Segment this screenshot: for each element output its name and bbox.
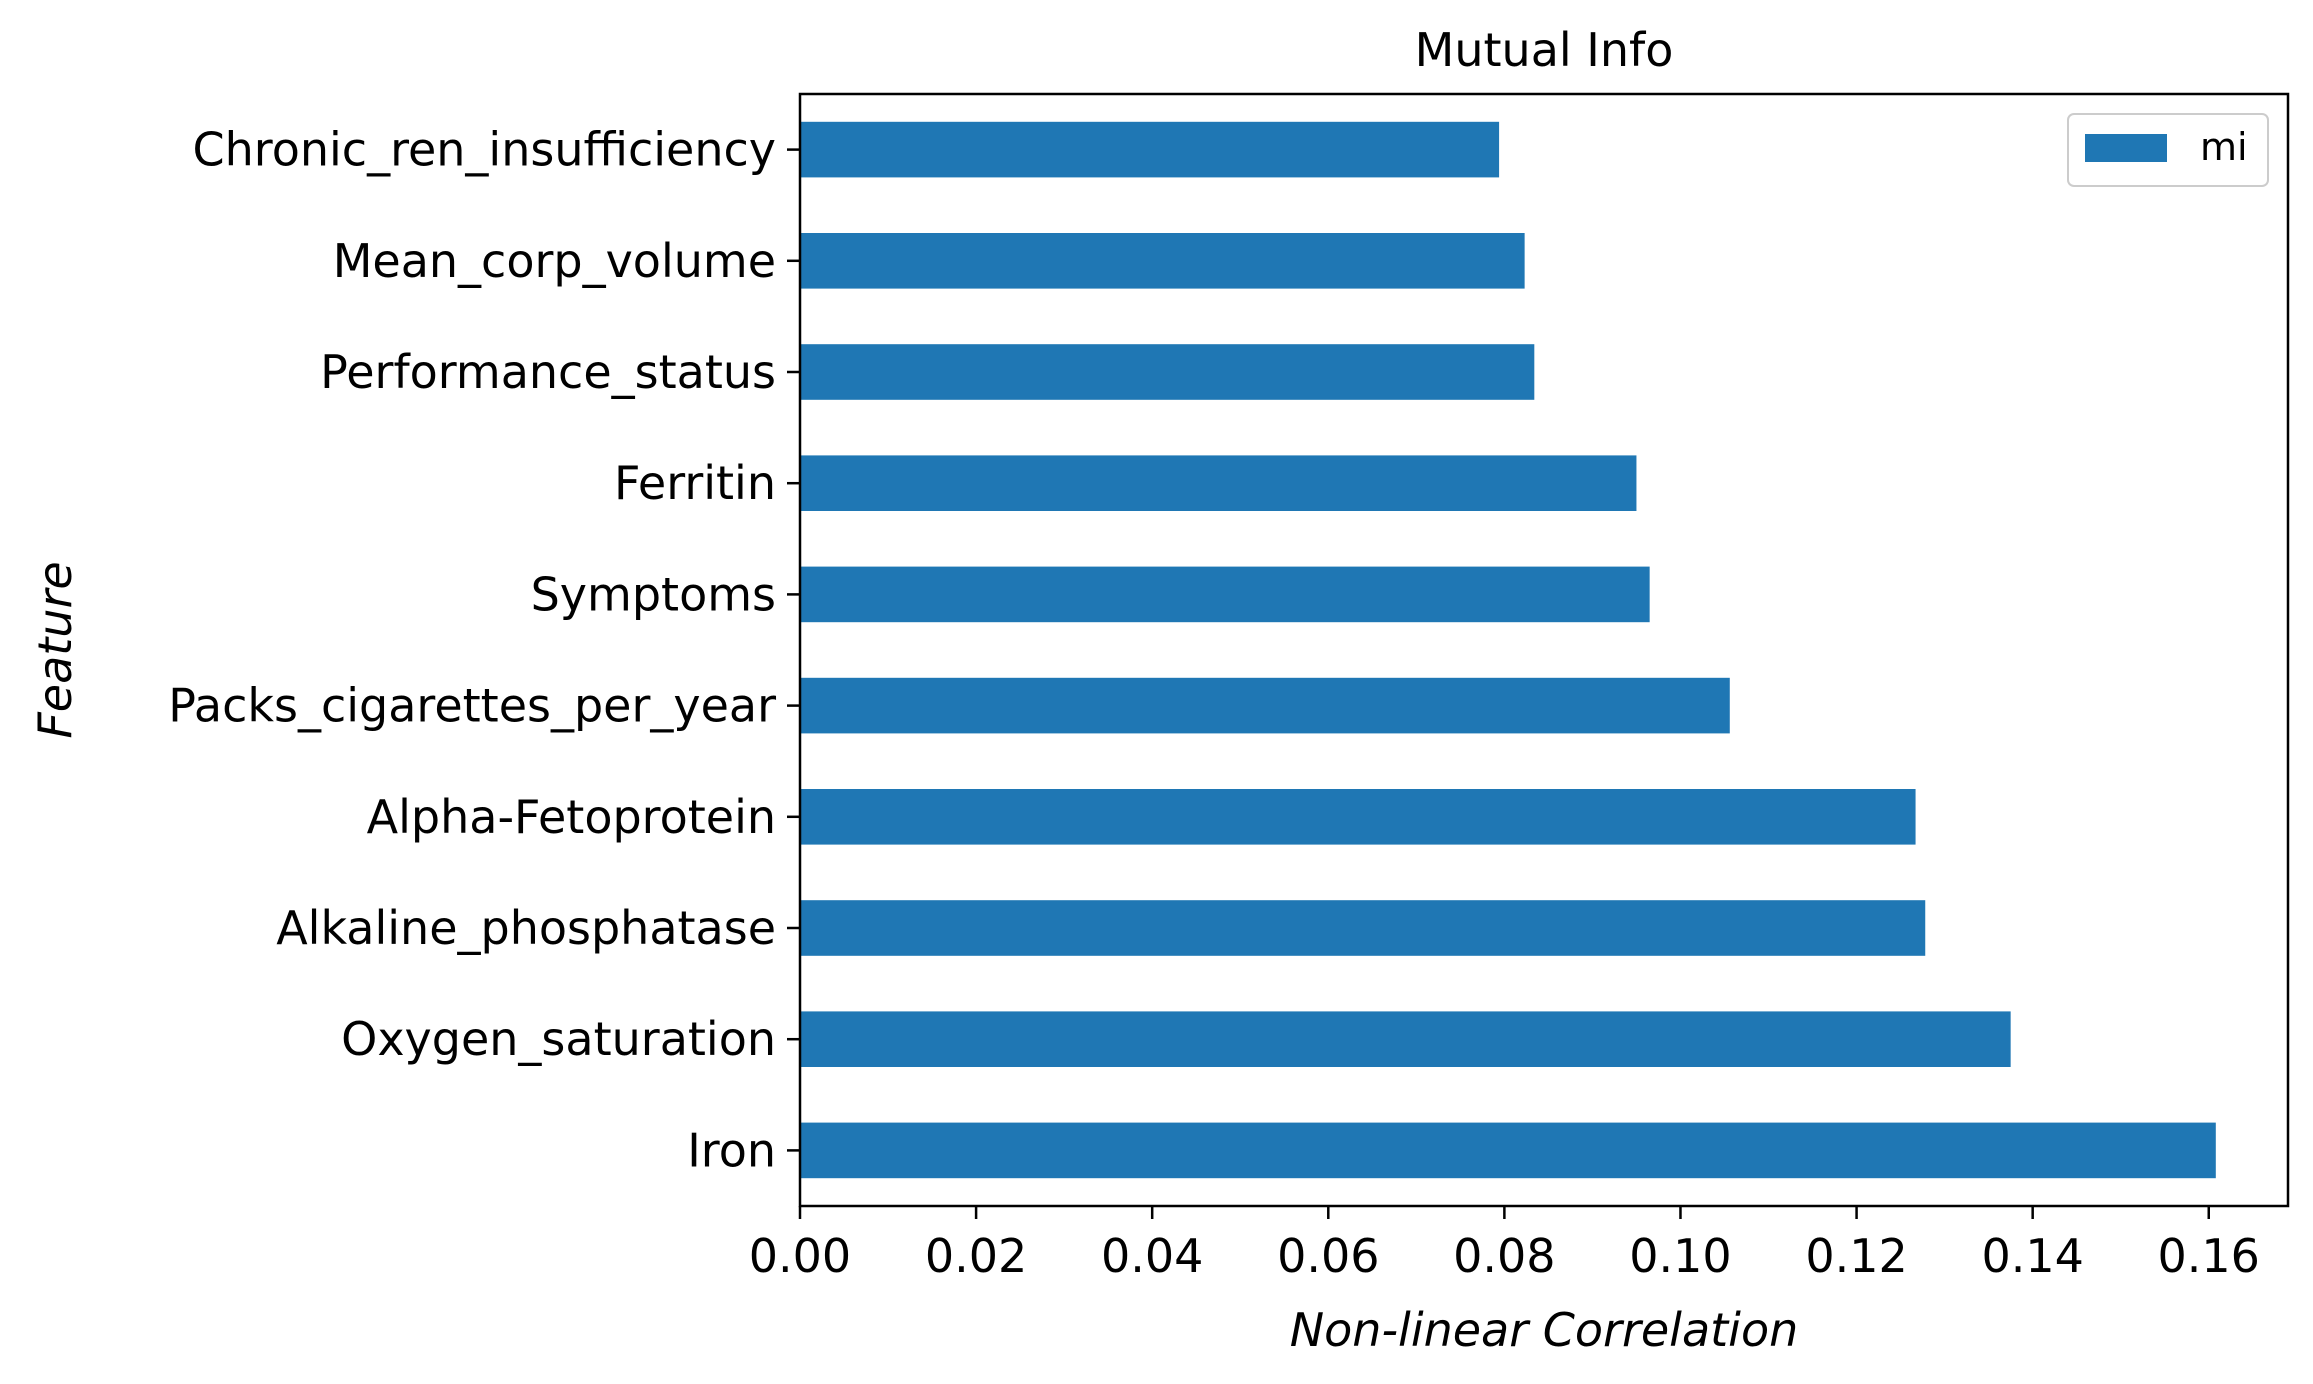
bar-packs-cigarettes-per-year: [800, 677, 1730, 734]
x-tick-label: 0.00: [749, 1229, 851, 1283]
y-tick-label-packs-cigarettes-per-year: Packs_cigarettes_per_year: [168, 679, 776, 733]
x-tick-label: 0.02: [925, 1229, 1027, 1283]
x-axis: 0.00 0.02 0.04 0.06 0.08 0.10 0.12 0.14 0.16: [749, 1206, 2260, 1283]
bar-alkaline-phosphatase: [800, 900, 1926, 956]
bars-group: [800, 121, 2216, 1179]
y-tick-label-chronic-ren-insufficiency: Chronic_ren_insufficiency: [193, 123, 776, 177]
y-axis: Chronic_ren_insufficiency Mean_corp_volum…: [168, 123, 800, 1177]
bar-symptoms: [800, 566, 1650, 623]
y-axis-title: Feature: [28, 561, 82, 738]
x-tick-label: 0.12: [1805, 1229, 1907, 1283]
bar-iron: [800, 1122, 2216, 1179]
x-tick-label: 0.16: [2158, 1229, 2260, 1283]
y-tick-label-iron: Iron: [687, 1123, 776, 1177]
y-tick-label-oxygen-saturation: Oxygen_saturation: [341, 1012, 776, 1066]
y-tick-label-mean-corp-volume: Mean_corp_volume: [333, 234, 776, 288]
legend-label-mi: mi: [2200, 125, 2248, 169]
y-tick-label-alpha-fetoprotein: Alpha-Fetoprotein: [367, 790, 776, 844]
x-tick-label: 0.08: [1453, 1229, 1555, 1283]
bar-oxygen-saturation: [800, 1011, 2011, 1067]
legend-frame: [2067, 113, 2269, 187]
y-tick-label-symptoms: Symptoms: [531, 567, 776, 621]
plot-frame: [798, 92, 2290, 1208]
bar-chronic-ren-insufficiency: [800, 121, 1500, 178]
chart-title: Mutual Info: [1415, 23, 1674, 77]
bar-alpha-fetoprotein: [800, 789, 1916, 845]
y-tick-label-ferritin: Ferritin: [614, 456, 776, 510]
x-tick-label: 0.04: [1101, 1229, 1203, 1283]
bar-performance-status: [800, 344, 1535, 400]
x-tick-label: 0.06: [1277, 1229, 1379, 1283]
y-tick-label-alkaline-phosphatase: Alkaline_phosphatase: [276, 901, 776, 955]
bar-ferritin: [800, 455, 1637, 511]
x-tick-label: 0.14: [1981, 1229, 2083, 1283]
x-tick-label: 0.10: [1629, 1229, 1731, 1283]
legend: mi: [2067, 113, 2269, 187]
y-tick-label-performance-status: Performance_status: [320, 345, 776, 399]
legend-swatch-mi: [2085, 134, 2167, 162]
bar-mean-corp-volume: [800, 233, 1525, 289]
x-axis-title: Non-linear Correlation: [1290, 1303, 1799, 1357]
